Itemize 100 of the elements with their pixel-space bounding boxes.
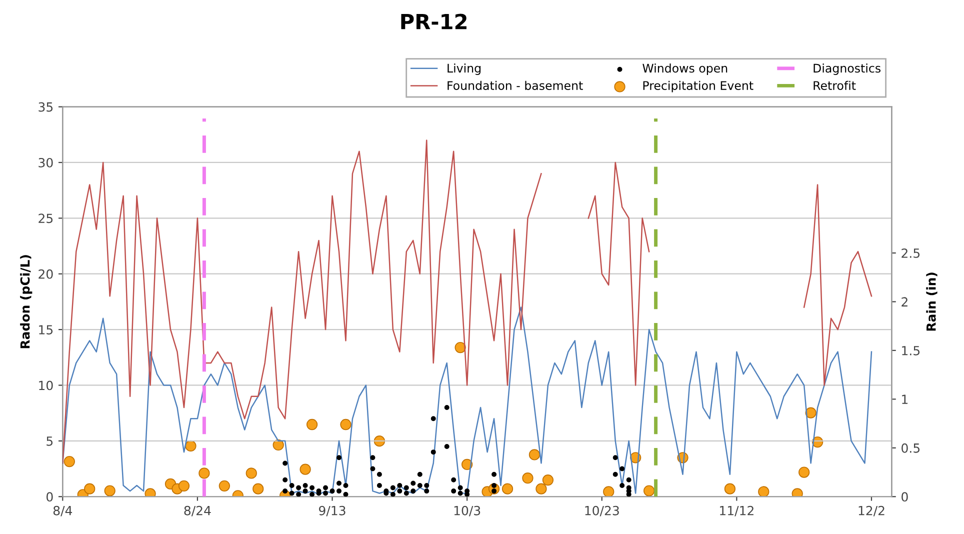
point	[397, 488, 402, 494]
point	[376, 482, 382, 488]
line-series	[62, 306, 872, 496]
point	[300, 464, 311, 475]
x-tick-label: 9/13	[319, 506, 346, 516]
point	[336, 480, 342, 486]
point	[282, 477, 288, 482]
point	[296, 485, 302, 490]
y-tick-label: 30	[38, 158, 53, 168]
point	[64, 456, 75, 468]
point	[370, 455, 376, 460]
point	[528, 449, 540, 460]
point	[310, 492, 315, 497]
chart-title: PR-12	[401, 14, 466, 30]
point	[104, 485, 116, 496]
y-tick-label: 35	[38, 102, 53, 112]
point	[302, 488, 308, 494]
y-tick-label: 15	[39, 325, 53, 334]
point	[336, 488, 342, 494]
point	[603, 486, 614, 497]
point	[451, 477, 456, 482]
point	[643, 485, 655, 496]
point	[410, 480, 416, 486]
point	[612, 472, 618, 477]
point	[492, 472, 497, 477]
point	[424, 482, 430, 488]
point	[805, 407, 816, 418]
point	[798, 466, 810, 478]
y-tick-label: 0	[46, 492, 53, 502]
x-tick-label: 8/24	[184, 506, 211, 516]
point	[330, 488, 335, 494]
point	[451, 488, 456, 494]
point	[272, 439, 284, 451]
legend-label: Retrofit	[814, 80, 856, 90]
point	[84, 483, 96, 494]
point	[390, 485, 396, 490]
point	[343, 482, 348, 488]
point	[417, 482, 422, 488]
point	[424, 488, 430, 494]
point	[404, 490, 409, 496]
point	[178, 480, 190, 492]
point	[522, 472, 534, 484]
y-tick-label: 20	[38, 269, 53, 279]
point	[185, 440, 196, 452]
point	[620, 466, 625, 472]
point	[458, 485, 463, 490]
y-tick-label: 10	[39, 380, 53, 390]
y2-tick-label: 1	[902, 394, 908, 404]
x-tick-label: 12/2	[858, 506, 884, 516]
point	[252, 483, 264, 494]
y2-tick-label: 2	[902, 297, 908, 306]
point	[542, 474, 554, 486]
legend-label: Foundation - basement	[448, 80, 583, 90]
x-tick-label: 11/12	[720, 506, 754, 516]
y2-axis-title: Rain (in)	[926, 272, 938, 331]
point	[792, 488, 803, 497]
point	[626, 477, 632, 482]
point	[218, 480, 230, 492]
point	[620, 482, 625, 488]
point	[492, 482, 497, 488]
x-tick-label: 10/3	[454, 506, 480, 516]
y-axis-title: Radon (pCi/L)	[20, 255, 32, 348]
y-tick-label: 5	[46, 436, 53, 446]
point	[370, 466, 376, 472]
point	[336, 455, 342, 460]
point	[340, 418, 352, 430]
point	[289, 490, 294, 496]
point	[302, 482, 308, 488]
point	[536, 483, 547, 494]
point	[343, 492, 348, 497]
point	[310, 485, 315, 490]
point	[612, 455, 618, 460]
y2-tick-label: 2.5	[902, 248, 920, 258]
point	[296, 492, 302, 497]
point	[502, 483, 514, 494]
point	[390, 492, 396, 497]
legend-label: Precipitation Event	[643, 80, 754, 92]
point	[323, 485, 328, 490]
point	[289, 482, 294, 488]
y2-tick-label: 0.5	[902, 443, 920, 453]
point	[430, 416, 436, 422]
point	[282, 460, 288, 466]
point	[198, 468, 210, 479]
legend-label: Diagnostics	[814, 64, 880, 75]
point	[246, 468, 257, 479]
point	[404, 485, 409, 490]
point	[724, 483, 736, 494]
x-tick-label: 10/23	[585, 506, 619, 516]
point	[758, 486, 770, 497]
point	[454, 342, 466, 354]
point	[376, 472, 382, 477]
point	[397, 482, 402, 488]
point	[458, 490, 463, 496]
point	[444, 405, 450, 410]
y-tick-label: 25	[38, 214, 53, 224]
point	[306, 418, 318, 430]
point	[444, 444, 450, 450]
point	[430, 450, 436, 455]
point	[410, 488, 416, 494]
x-tick-label: 8/4	[53, 506, 72, 516]
